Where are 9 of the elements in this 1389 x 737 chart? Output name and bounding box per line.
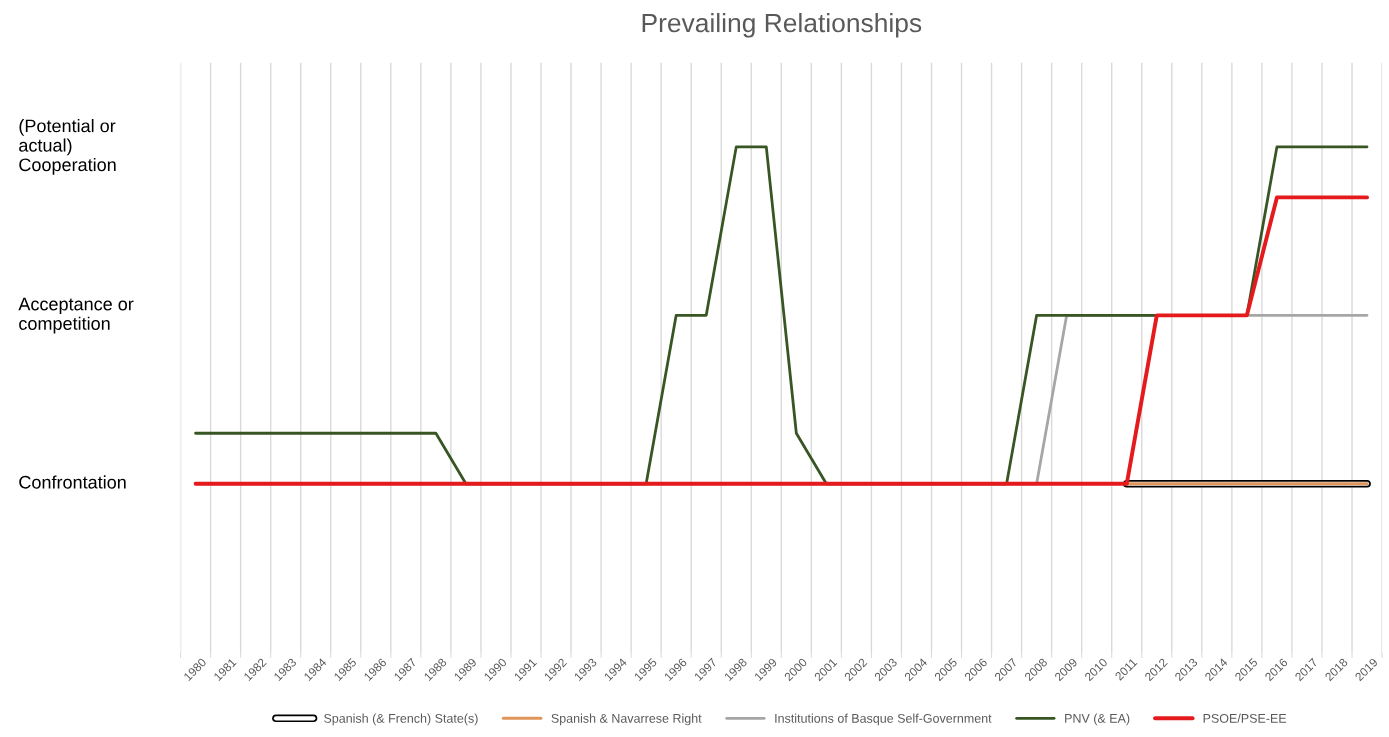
legend-label: PSOE/PSE-EE — [1203, 713, 1287, 723]
text: Acceptance or competition — [18, 297, 134, 334]
legend-label: Spanish & Navarrese Right — [551, 713, 702, 726]
legend-label: Institutions of Basque Self-Government — [775, 713, 992, 726]
text: Confrontation — [19, 475, 126, 489]
chart-title: Prevailing Relationships — [642, 12, 922, 38]
text: (Potential or actual) Cooperation — [19, 119, 116, 175]
legend-label: PNV (& EA) — [1065, 713, 1130, 726]
legend-label: Spanish (& French) State(s) — [324, 713, 478, 726]
